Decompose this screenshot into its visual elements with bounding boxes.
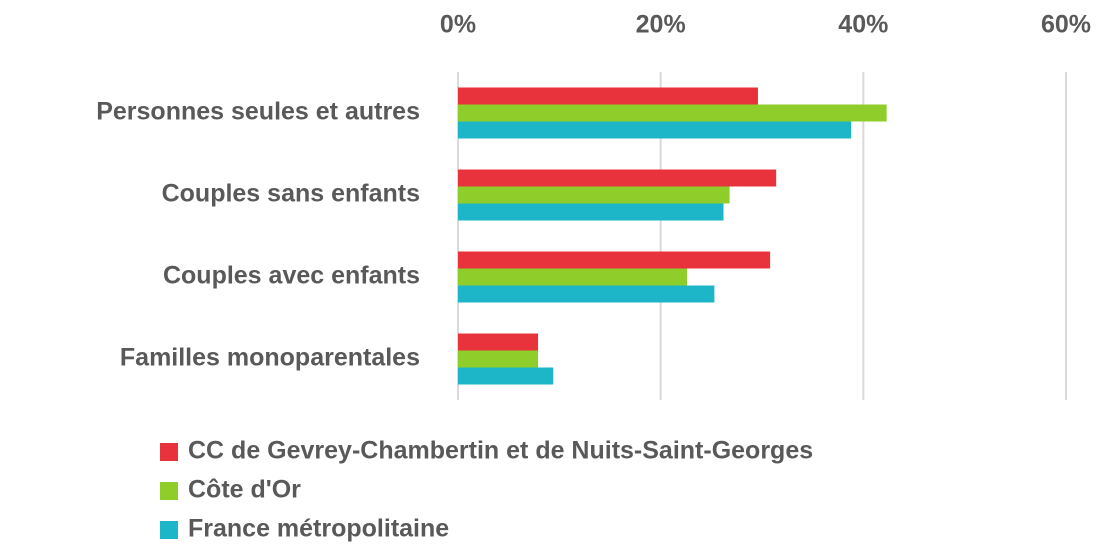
bar [458, 333, 539, 351]
legend-label: CC de Gevrey-Chambertin et de Nuits-Sain… [188, 437, 813, 465]
bar [458, 268, 688, 286]
bar [458, 285, 715, 303]
bar [458, 350, 539, 368]
x-tick-label: 40% [838, 11, 888, 39]
bar [458, 251, 771, 269]
bar [458, 87, 758, 105]
legend-swatch [160, 482, 178, 500]
bar [458, 104, 887, 122]
category-label: Couples avec enfants [163, 262, 420, 290]
bar [458, 169, 777, 187]
bar [458, 203, 724, 221]
legend-swatch [160, 443, 178, 461]
category-label: Couples sans enfants [162, 180, 420, 208]
x-tick-label: 0% [440, 11, 476, 39]
category-label: Personnes seules et autres [96, 98, 420, 126]
bar [458, 186, 730, 204]
x-tick-label: 60% [1041, 11, 1091, 39]
legend-label: Côte d'Or [188, 476, 301, 504]
bar [458, 121, 852, 139]
bar [458, 367, 554, 385]
category-label: Familles monoparentales [120, 344, 420, 372]
legend-swatch [160, 521, 178, 539]
x-tick-label: 20% [636, 11, 686, 39]
legend-label: France métropolitaine [188, 515, 449, 543]
